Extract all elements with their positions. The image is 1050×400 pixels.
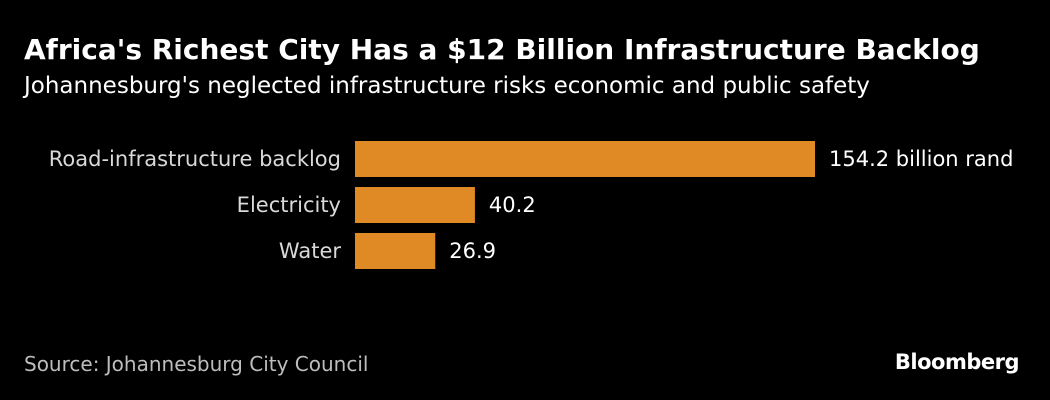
bar-chart: Road-infrastructure backlog 154.2 billion… bbox=[0, 125, 1050, 285]
category-label-1: Electricity bbox=[237, 193, 341, 217]
category-label-0: Road-infrastructure backlog bbox=[49, 147, 341, 171]
bar-1 bbox=[355, 187, 475, 223]
value-label-2: 26.9 bbox=[449, 239, 496, 263]
chart-subtitle: Johannesburg's neglected infrastructure … bbox=[24, 73, 870, 99]
value-label-0: 154.2 billion rand bbox=[829, 147, 1013, 171]
bar-0 bbox=[355, 141, 815, 177]
category-label-2: Water bbox=[279, 239, 341, 263]
bar-2 bbox=[355, 233, 436, 269]
bloomberg-logo: Bloomberg bbox=[894, 350, 1020, 374]
chart-title: Africa's Richest City Has a $12 Billion … bbox=[24, 33, 980, 66]
value-label-1: 40.2 bbox=[489, 193, 536, 217]
bar-chart-svg: Road-infrastructure backlog 154.2 billion… bbox=[49, 141, 1013, 269]
source-note: Source: Johannesburg City Council bbox=[24, 352, 369, 376]
